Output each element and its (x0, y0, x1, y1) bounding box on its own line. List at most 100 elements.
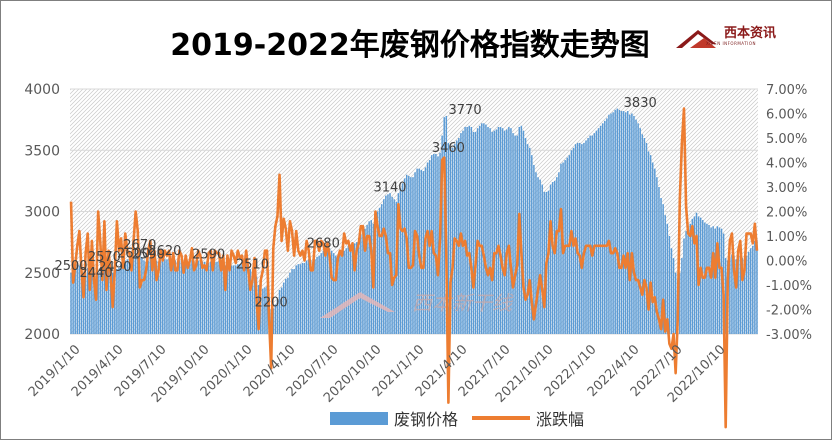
price-bar (589, 135, 591, 334)
price-bar (556, 177, 558, 334)
price-bar (305, 260, 308, 334)
price-bar (483, 123, 485, 334)
price-bar (345, 248, 347, 334)
price-bar (195, 261, 197, 334)
price-bar (349, 244, 352, 334)
price-bar (514, 135, 516, 334)
data-label: 2200 (255, 296, 288, 311)
price-bar (184, 261, 187, 334)
price-bar (649, 155, 652, 334)
price-bar (128, 259, 131, 334)
price-bar (84, 273, 87, 334)
price-bar (626, 111, 629, 334)
price-bar (747, 251, 750, 334)
price-bar (535, 172, 537, 334)
price-bar (164, 259, 166, 334)
y-right-tick-label: -3.00% (766, 328, 812, 343)
price-bar (320, 253, 322, 334)
chart-title: 2019-2022年废钢价格指数走势图 (170, 28, 650, 63)
price-bar (307, 259, 310, 334)
price-bar (299, 264, 302, 334)
price-bar (341, 254, 343, 335)
price-bar (681, 258, 683, 334)
price-bar (222, 261, 224, 334)
price-bar (310, 260, 312, 334)
price-bar (706, 223, 708, 334)
price-bar (485, 124, 487, 334)
legend-label-change: 涨跌幅 (536, 410, 585, 429)
price-bar (280, 287, 283, 334)
price-bar (501, 128, 504, 334)
price-bar (616, 108, 619, 334)
price-bar (510, 128, 512, 334)
price-bar (297, 264, 300, 334)
legend-swatch-line (472, 416, 531, 420)
price-bar (524, 138, 527, 334)
price-bar (141, 258, 143, 334)
price-bar (126, 259, 129, 334)
price-bar (683, 238, 685, 334)
price-bar (714, 228, 716, 334)
price-bar (672, 258, 675, 334)
price-bar (462, 130, 464, 334)
price-bar (232, 265, 235, 334)
price-bar (378, 207, 381, 334)
price-bar (583, 142, 585, 334)
price-bar (581, 144, 583, 335)
price-bar (376, 211, 379, 334)
price-bar (710, 227, 712, 334)
price-bar (278, 289, 281, 334)
price-bar (658, 187, 660, 334)
price-bar (670, 248, 673, 334)
price-bar (687, 227, 689, 334)
price-bar (82, 272, 85, 334)
price-bar (693, 216, 696, 334)
price-bar (499, 126, 502, 334)
price-bar (337, 255, 339, 334)
price-bar (193, 261, 195, 334)
price-bar (253, 271, 256, 334)
price-bar (145, 261, 147, 334)
price-bar (178, 260, 181, 334)
price-bar (522, 130, 525, 334)
y-left-tick-label: 3000 (24, 205, 60, 221)
price-bar (159, 260, 162, 334)
price-bar (322, 250, 325, 334)
price-bar (207, 262, 210, 334)
price-bar (105, 267, 108, 334)
price-bar (647, 151, 650, 334)
price-bar (330, 250, 333, 334)
price-bar (724, 258, 727, 334)
price-bar (458, 138, 460, 334)
price-bar (212, 262, 214, 334)
price-bar (618, 109, 621, 334)
price-bar (241, 264, 243, 334)
price-bar (114, 273, 116, 334)
price-bar (633, 115, 635, 334)
price-bar (326, 248, 329, 334)
price-bar (149, 258, 151, 334)
price-bar (262, 288, 264, 334)
price-bar (143, 260, 145, 334)
price-bar (397, 193, 400, 335)
price-bar (89, 270, 91, 334)
price-bar (247, 265, 249, 334)
price-bar (266, 286, 268, 334)
watermark: 西本新干线 (320, 291, 514, 318)
price-bar (599, 125, 602, 334)
price-bar (74, 265, 76, 334)
price-bar (239, 264, 241, 334)
price-bar (739, 255, 742, 334)
price-bar (437, 156, 439, 335)
price-bar (70, 272, 72, 334)
price-bar (109, 267, 112, 334)
price-bar (370, 220, 372, 334)
price-bar (591, 135, 593, 334)
price-bar (553, 180, 556, 335)
price-bar (712, 226, 714, 334)
price-bar (368, 221, 370, 334)
data-label: 2510 (236, 258, 269, 273)
price-bar (153, 258, 156, 334)
price-bar (314, 259, 316, 334)
price-bar (601, 123, 604, 334)
